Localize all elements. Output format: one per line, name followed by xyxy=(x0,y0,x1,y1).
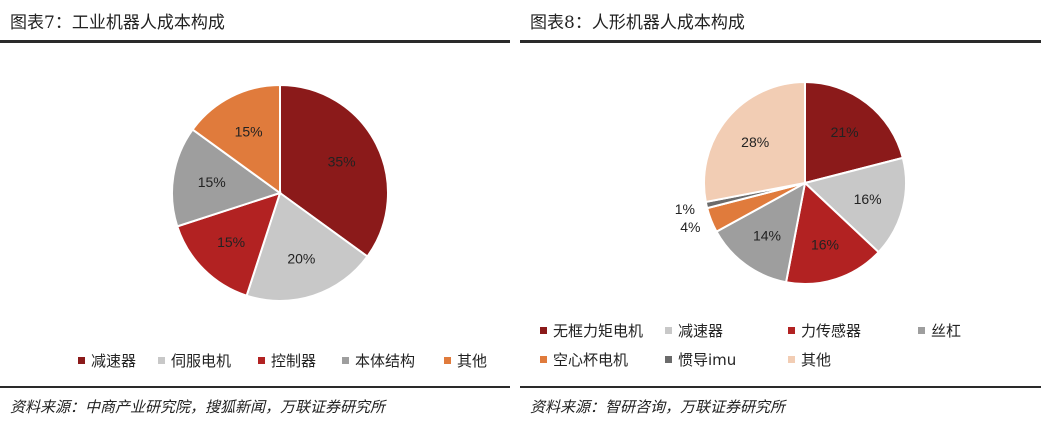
slice-value-label: 16% xyxy=(854,191,882,207)
pie-slice-减速器 xyxy=(802,156,907,254)
legend-swatch xyxy=(444,357,451,364)
legend-label: 其他 xyxy=(801,351,832,369)
legend-swatch xyxy=(342,357,349,364)
legend-label: 其他 xyxy=(457,352,488,370)
right-title-rule xyxy=(520,40,1041,43)
slice-value-label: 14% xyxy=(753,227,781,243)
pie-slice-丝杠 xyxy=(715,181,807,284)
legend-swatch xyxy=(540,327,547,334)
pie-slice-其他 xyxy=(703,80,806,204)
pie-slice-无框力矩电机 xyxy=(804,80,905,185)
left-figure-title: 图表7：工业机器人成本构成 xyxy=(10,13,225,33)
legend-item-无框力矩电机: 无框力矩电机 xyxy=(540,320,643,341)
slice-value-label: 21% xyxy=(831,124,859,140)
humanoid-robot-cost-pie: 21% 16% 16% 14% 4% 1% 28% xyxy=(675,80,907,285)
slice-value-label: 28% xyxy=(741,134,769,150)
legend-item-惯导imu: 惯导imu xyxy=(665,349,736,370)
pie-slice-伺服电机 xyxy=(245,191,369,302)
legend-item-力传感器: 力传感器 xyxy=(788,320,861,341)
legend-item-其他: 其他 xyxy=(444,350,487,371)
legend-label: 本体结构 xyxy=(355,352,416,370)
left-source-rule xyxy=(0,386,510,388)
legend-item-伺服电机: 伺服电机 xyxy=(158,350,231,371)
legend-item-空心杯电机: 空心杯电机 xyxy=(540,349,628,370)
legend-label: 减速器 xyxy=(678,322,724,340)
legend-label: 惯导imu xyxy=(678,351,737,369)
legend-label: 力传感器 xyxy=(801,322,862,340)
legend-label: 减速器 xyxy=(91,352,137,370)
slice-value-label: 4% xyxy=(680,219,700,235)
legend-label: 无框力矩电机 xyxy=(553,322,644,340)
left-figure-panel: 图表7：工业机器人成本构成 35% 20% 15% 15% 15% 减速器 伺服电机 控制器… xyxy=(0,0,510,426)
legend-swatch xyxy=(788,356,795,363)
legend-swatch xyxy=(918,327,925,334)
legend-item-减速器: 减速器 xyxy=(78,350,136,371)
legend-item-本体结构: 本体结构 xyxy=(342,350,415,371)
slice-value-label: 15% xyxy=(235,123,263,139)
legend-item-丝杠: 丝杠 xyxy=(918,320,961,341)
slice-value-label: 15% xyxy=(217,234,245,250)
slice-value-label: 20% xyxy=(287,251,315,267)
slice-value-label: 1% xyxy=(675,201,695,217)
slice-value-label: 35% xyxy=(328,154,356,170)
legend-item-其他: 其他 xyxy=(788,349,831,370)
pie-slice-其他 xyxy=(191,83,281,195)
legend-label: 空心杯电机 xyxy=(553,351,629,369)
pie-slice-力传感器 xyxy=(784,181,881,285)
legend-swatch xyxy=(258,357,265,364)
right-figure-panel: 图表8：人形机器人成本构成 21% 16% 16% 14% 4% 1% 28% 无框力矩电机… xyxy=(520,0,1041,426)
pie-slice-减速器 xyxy=(279,83,389,258)
legend-swatch xyxy=(158,357,165,364)
pie-slice-本体结构 xyxy=(171,128,283,228)
legend-swatch xyxy=(78,357,85,364)
legend-swatch xyxy=(665,327,672,334)
slice-value-label: 15% xyxy=(198,174,226,190)
legend-swatch xyxy=(665,356,672,363)
legend-label: 丝杠 xyxy=(931,322,962,340)
legend-swatch xyxy=(788,327,795,334)
legend-label: 控制器 xyxy=(271,352,317,370)
legend-item-减速器: 减速器 xyxy=(665,320,723,341)
right-source-rule xyxy=(520,386,1041,388)
slice-value-label: 16% xyxy=(811,236,839,252)
legend-item-控制器: 控制器 xyxy=(258,350,316,371)
left-source-note: 资料来源：中商产业研究院，搜狐新闻，万联证券研究所 xyxy=(10,398,386,416)
right-figure-title: 图表8：人形机器人成本构成 xyxy=(530,13,745,33)
legend-label: 伺服电机 xyxy=(171,352,232,370)
industrial-robot-cost-pie: 35% 20% 15% 15% 15% xyxy=(171,83,389,302)
legend-swatch xyxy=(540,356,547,363)
left-title-rule xyxy=(0,40,510,43)
right-source-note: 资料来源：智研咨询，万联证券研究所 xyxy=(530,398,786,416)
